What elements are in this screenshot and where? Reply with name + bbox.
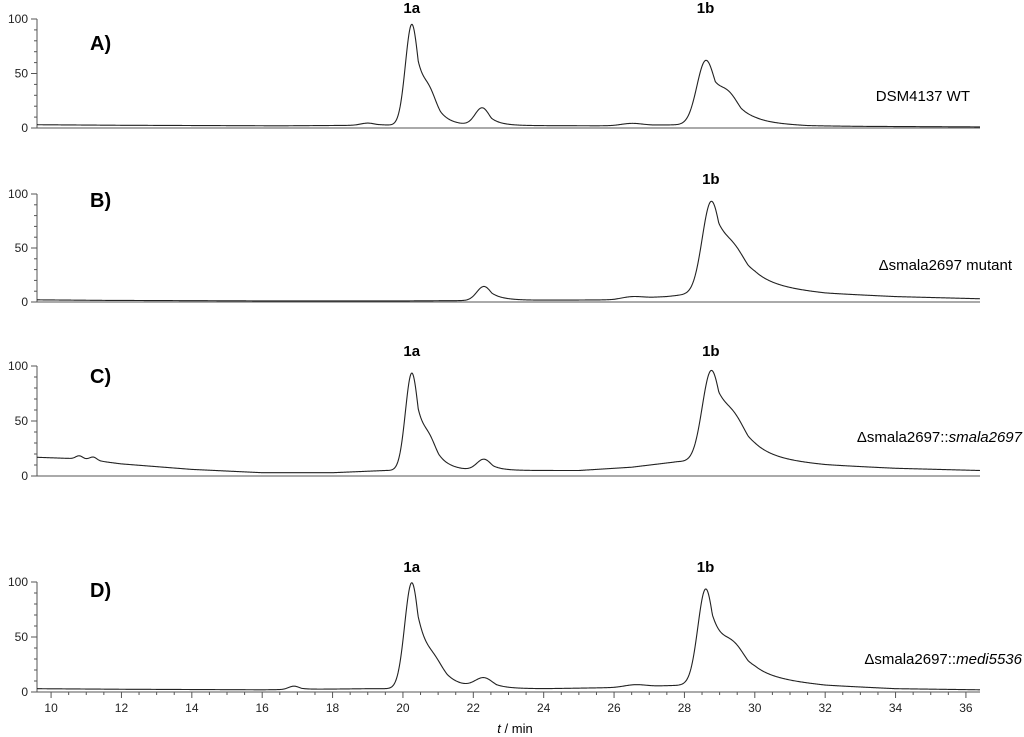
y-tick-label: 0 xyxy=(21,121,28,135)
y-tick-label: 50 xyxy=(15,67,29,81)
sample-label: DSM4137 WT xyxy=(876,88,970,105)
chromatogram-trace xyxy=(37,582,981,691)
chromatogram-trace xyxy=(36,200,981,302)
chromatogram-trace xyxy=(37,23,980,128)
x-tick-label: 18 xyxy=(326,701,340,715)
panel-letter: B) xyxy=(90,190,111,212)
y-tick-label: 50 xyxy=(15,241,29,255)
y-tick-label: 100 xyxy=(8,12,28,26)
panel-a: 0 50 100 A) DSM4137 WT 1a 1b xyxy=(8,0,980,135)
y-tick-label: 50 xyxy=(15,414,29,428)
peak-label-1b: 1b xyxy=(697,0,715,17)
x-tick-label: 12 xyxy=(115,701,129,715)
x-tick-label: 22 xyxy=(467,701,481,715)
y-tick-label: 100 xyxy=(8,187,28,201)
y-tick-label: 0 xyxy=(21,295,28,309)
y-tick-label: 100 xyxy=(8,359,28,373)
x-tick-label: 32 xyxy=(818,701,832,715)
x-tick-label: 28 xyxy=(678,701,692,715)
panel-d: 0 50 100 D)Δsmala2697::medi5536 1a 1b xyxy=(8,559,1023,699)
panel-letter: A) xyxy=(90,33,111,55)
x-axis-title: t / min xyxy=(497,721,532,736)
x-tick-label: 24 xyxy=(537,701,551,715)
peak-label-1a: 1a xyxy=(403,559,420,576)
sample-label: Δsmala2697 mutant xyxy=(879,257,1013,274)
peak-label-1a: 1a xyxy=(403,343,420,360)
x-tick-label: 26 xyxy=(607,701,621,715)
sample-label: Δsmala2697::medi5536 xyxy=(864,651,1022,668)
peak-label-1b: 1b xyxy=(697,559,715,576)
sample-label: Δsmala2697::smala2697 xyxy=(857,429,1023,446)
panel-b: 0 50 100 B) Δsmala2697 mutant 1b xyxy=(8,171,1013,309)
y-tick-label: 0 xyxy=(21,469,28,483)
peak-label-1b: 1b xyxy=(702,343,720,360)
x-tick-label: 16 xyxy=(256,701,270,715)
y-tick-label: 0 xyxy=(21,685,28,699)
x-tick-label: 30 xyxy=(748,701,762,715)
x-tick-label: 10 xyxy=(44,701,58,715)
panel-letter: D) xyxy=(90,580,111,602)
panel-letter: C) xyxy=(90,366,111,388)
x-tick-label: 20 xyxy=(396,701,410,715)
y-tick-label: 100 xyxy=(8,575,28,589)
x-tick-label: 36 xyxy=(959,701,973,715)
chromatogram-trace xyxy=(36,369,981,474)
peak-label-1b: 1b xyxy=(702,171,720,188)
peak-label-1a: 1a xyxy=(403,0,420,17)
y-tick-label: 50 xyxy=(15,630,29,644)
x-tick-label: 14 xyxy=(185,701,199,715)
x-tick-label: 34 xyxy=(889,701,903,715)
